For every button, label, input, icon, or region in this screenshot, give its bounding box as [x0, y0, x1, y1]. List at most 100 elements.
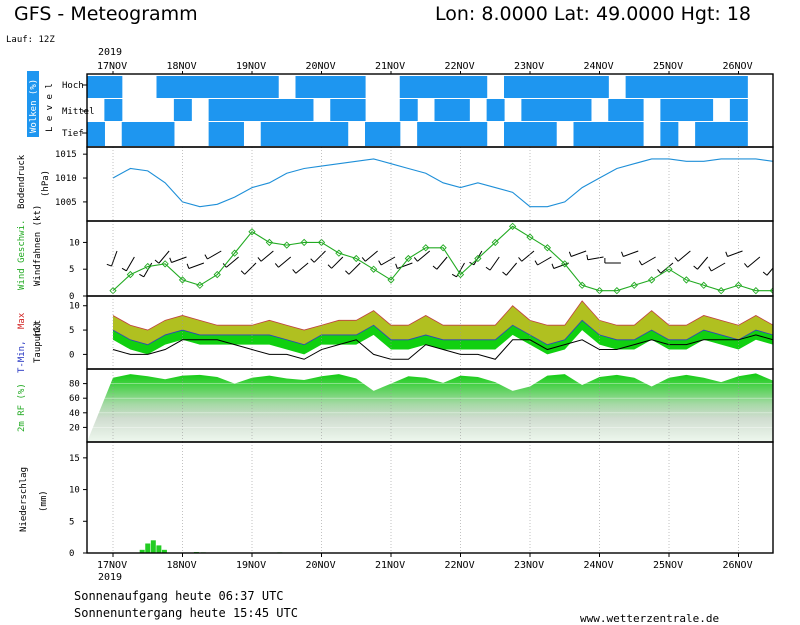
cloud-level-label: Hoch — [62, 81, 84, 91]
cloud-cell-mittel — [208, 99, 227, 121]
wind-speed-marker — [682, 276, 691, 284]
precip-ylabel: Niederschlag — [19, 467, 29, 532]
wind-barb-flag — [327, 264, 332, 269]
wind-speed-marker — [283, 241, 291, 249]
cloud-cell-hoch — [156, 76, 175, 98]
wind-barb-flag — [708, 266, 712, 272]
cloud-cell-mittel — [660, 99, 679, 121]
wind-barb — [537, 256, 552, 266]
wind-barb — [278, 256, 292, 268]
wind-speed-marker — [126, 270, 135, 279]
wind-speed-marker — [543, 244, 552, 252]
cloud-cell-mittel — [729, 99, 748, 121]
wind-barb-flag — [154, 259, 160, 264]
wind-barb-flag — [551, 263, 555, 269]
cloud-cell-hoch — [729, 76, 748, 98]
wind-barb-flag — [274, 263, 279, 268]
cloud-cell-hoch — [295, 76, 314, 98]
pressure-line — [112, 158, 773, 208]
cloud-cell-tief — [312, 122, 331, 146]
wind-barb — [641, 256, 656, 266]
wind-speed-marker — [491, 238, 499, 247]
wind-speed-marker — [595, 287, 604, 295]
cloud-cell-hoch — [538, 76, 557, 98]
wind-barb-flag — [621, 251, 624, 257]
cloud-cell-mittel — [330, 99, 349, 121]
tmax-area — [113, 300, 773, 345]
wind-barb — [207, 250, 222, 260]
precip-bar — [156, 545, 162, 553]
wind-barb — [711, 262, 726, 272]
cloud-cell-hoch — [434, 76, 453, 98]
cloud-cell-tief — [278, 122, 297, 146]
wind-barb-flag — [568, 251, 572, 257]
pressure-panel — [112, 158, 773, 208]
cloud-cell-tief — [695, 122, 714, 146]
wind-speed-marker — [230, 249, 239, 257]
wind-barb — [766, 267, 773, 276]
wind-barb — [505, 262, 518, 276]
cloud-cell-hoch — [87, 76, 105, 98]
pressure-unit-group: (hPa) — [41, 170, 51, 197]
date-label-top: 20NOV — [306, 61, 336, 72]
cloud-level-label: Mittel — [62, 107, 95, 117]
clouds-panel — [87, 74, 773, 147]
wind-barb-flag — [451, 273, 457, 278]
date-label-bottom: 17NOV — [97, 560, 127, 571]
tmin-line — [112, 319, 773, 346]
date-label-bottom: 22NOV — [445, 560, 475, 571]
wind-barb — [397, 262, 413, 269]
wind-speed-marker — [474, 254, 482, 263]
tmin-area — [113, 320, 773, 355]
temperature-ylabel-group: T-Min, Max — [17, 312, 27, 373]
cloud-cell-mittel — [538, 99, 557, 121]
wind-barb — [295, 262, 309, 274]
precip-tick-label: 0 — [69, 549, 74, 559]
humidity-ylabel-group: 2m RF (%) — [17, 383, 27, 432]
day-gridlines — [112, 147, 739, 553]
cloud-cell-mittel — [295, 99, 314, 121]
year-label-bottom: 2019 — [98, 572, 122, 583]
wind-barb-flag — [139, 273, 145, 278]
wind-barb-flag — [586, 254, 589, 260]
date-label-bottom: 23NOV — [514, 560, 544, 571]
precip-ylabel-group: Niederschlag — [19, 467, 29, 532]
cloud-cell-mittel — [399, 99, 418, 121]
page-title: GFS - Meteogramm — [14, 3, 198, 25]
wind-speed-marker — [317, 238, 326, 247]
cloud-cell-tief — [504, 122, 522, 146]
humidity-tick-label: 60 — [69, 394, 80, 404]
cloud-cell-mittel — [260, 99, 279, 121]
wind-barb — [747, 256, 761, 268]
wind-speed-marker — [144, 262, 152, 271]
wind-barb — [331, 256, 344, 269]
precip-tick-label: 5 — [69, 517, 74, 527]
precip-tick-label: 15 — [69, 454, 80, 464]
wind-speed-marker — [508, 222, 517, 230]
cloud-cell-tief — [608, 122, 627, 146]
cloud-cell-tief — [451, 122, 470, 146]
cloud-cell-mittel — [556, 99, 575, 121]
cloud-cell-hoch — [660, 76, 679, 98]
wind-barb-flag — [744, 263, 749, 268]
wind-speed-marker — [717, 287, 725, 295]
cloud-cell-hoch — [590, 76, 609, 98]
cloud-cell-tief — [139, 122, 158, 146]
year-label-top: 2019 — [98, 47, 122, 58]
wind-barb — [521, 250, 535, 262]
wind-ylabel-group: Wind Geschwi. — [17, 220, 27, 290]
cloud-cell-tief — [208, 122, 227, 146]
wind-speed-marker — [526, 233, 534, 241]
wind-tick-label: 10 — [69, 238, 80, 248]
wind-speed-marker — [300, 238, 308, 247]
wind-barb-flag — [657, 269, 662, 274]
temperature-tick-label: 10 — [69, 302, 80, 312]
cloud-cell-tief — [434, 122, 453, 146]
precip-bar — [139, 549, 145, 553]
precip-unit: (mm) — [39, 490, 49, 512]
cloud-cell-hoch — [451, 76, 470, 98]
cloud-cell-tief — [538, 122, 557, 146]
cloud-cell-mittel — [173, 99, 192, 121]
wind-speed-marker — [387, 276, 395, 284]
wind-speed-marker — [734, 281, 743, 289]
